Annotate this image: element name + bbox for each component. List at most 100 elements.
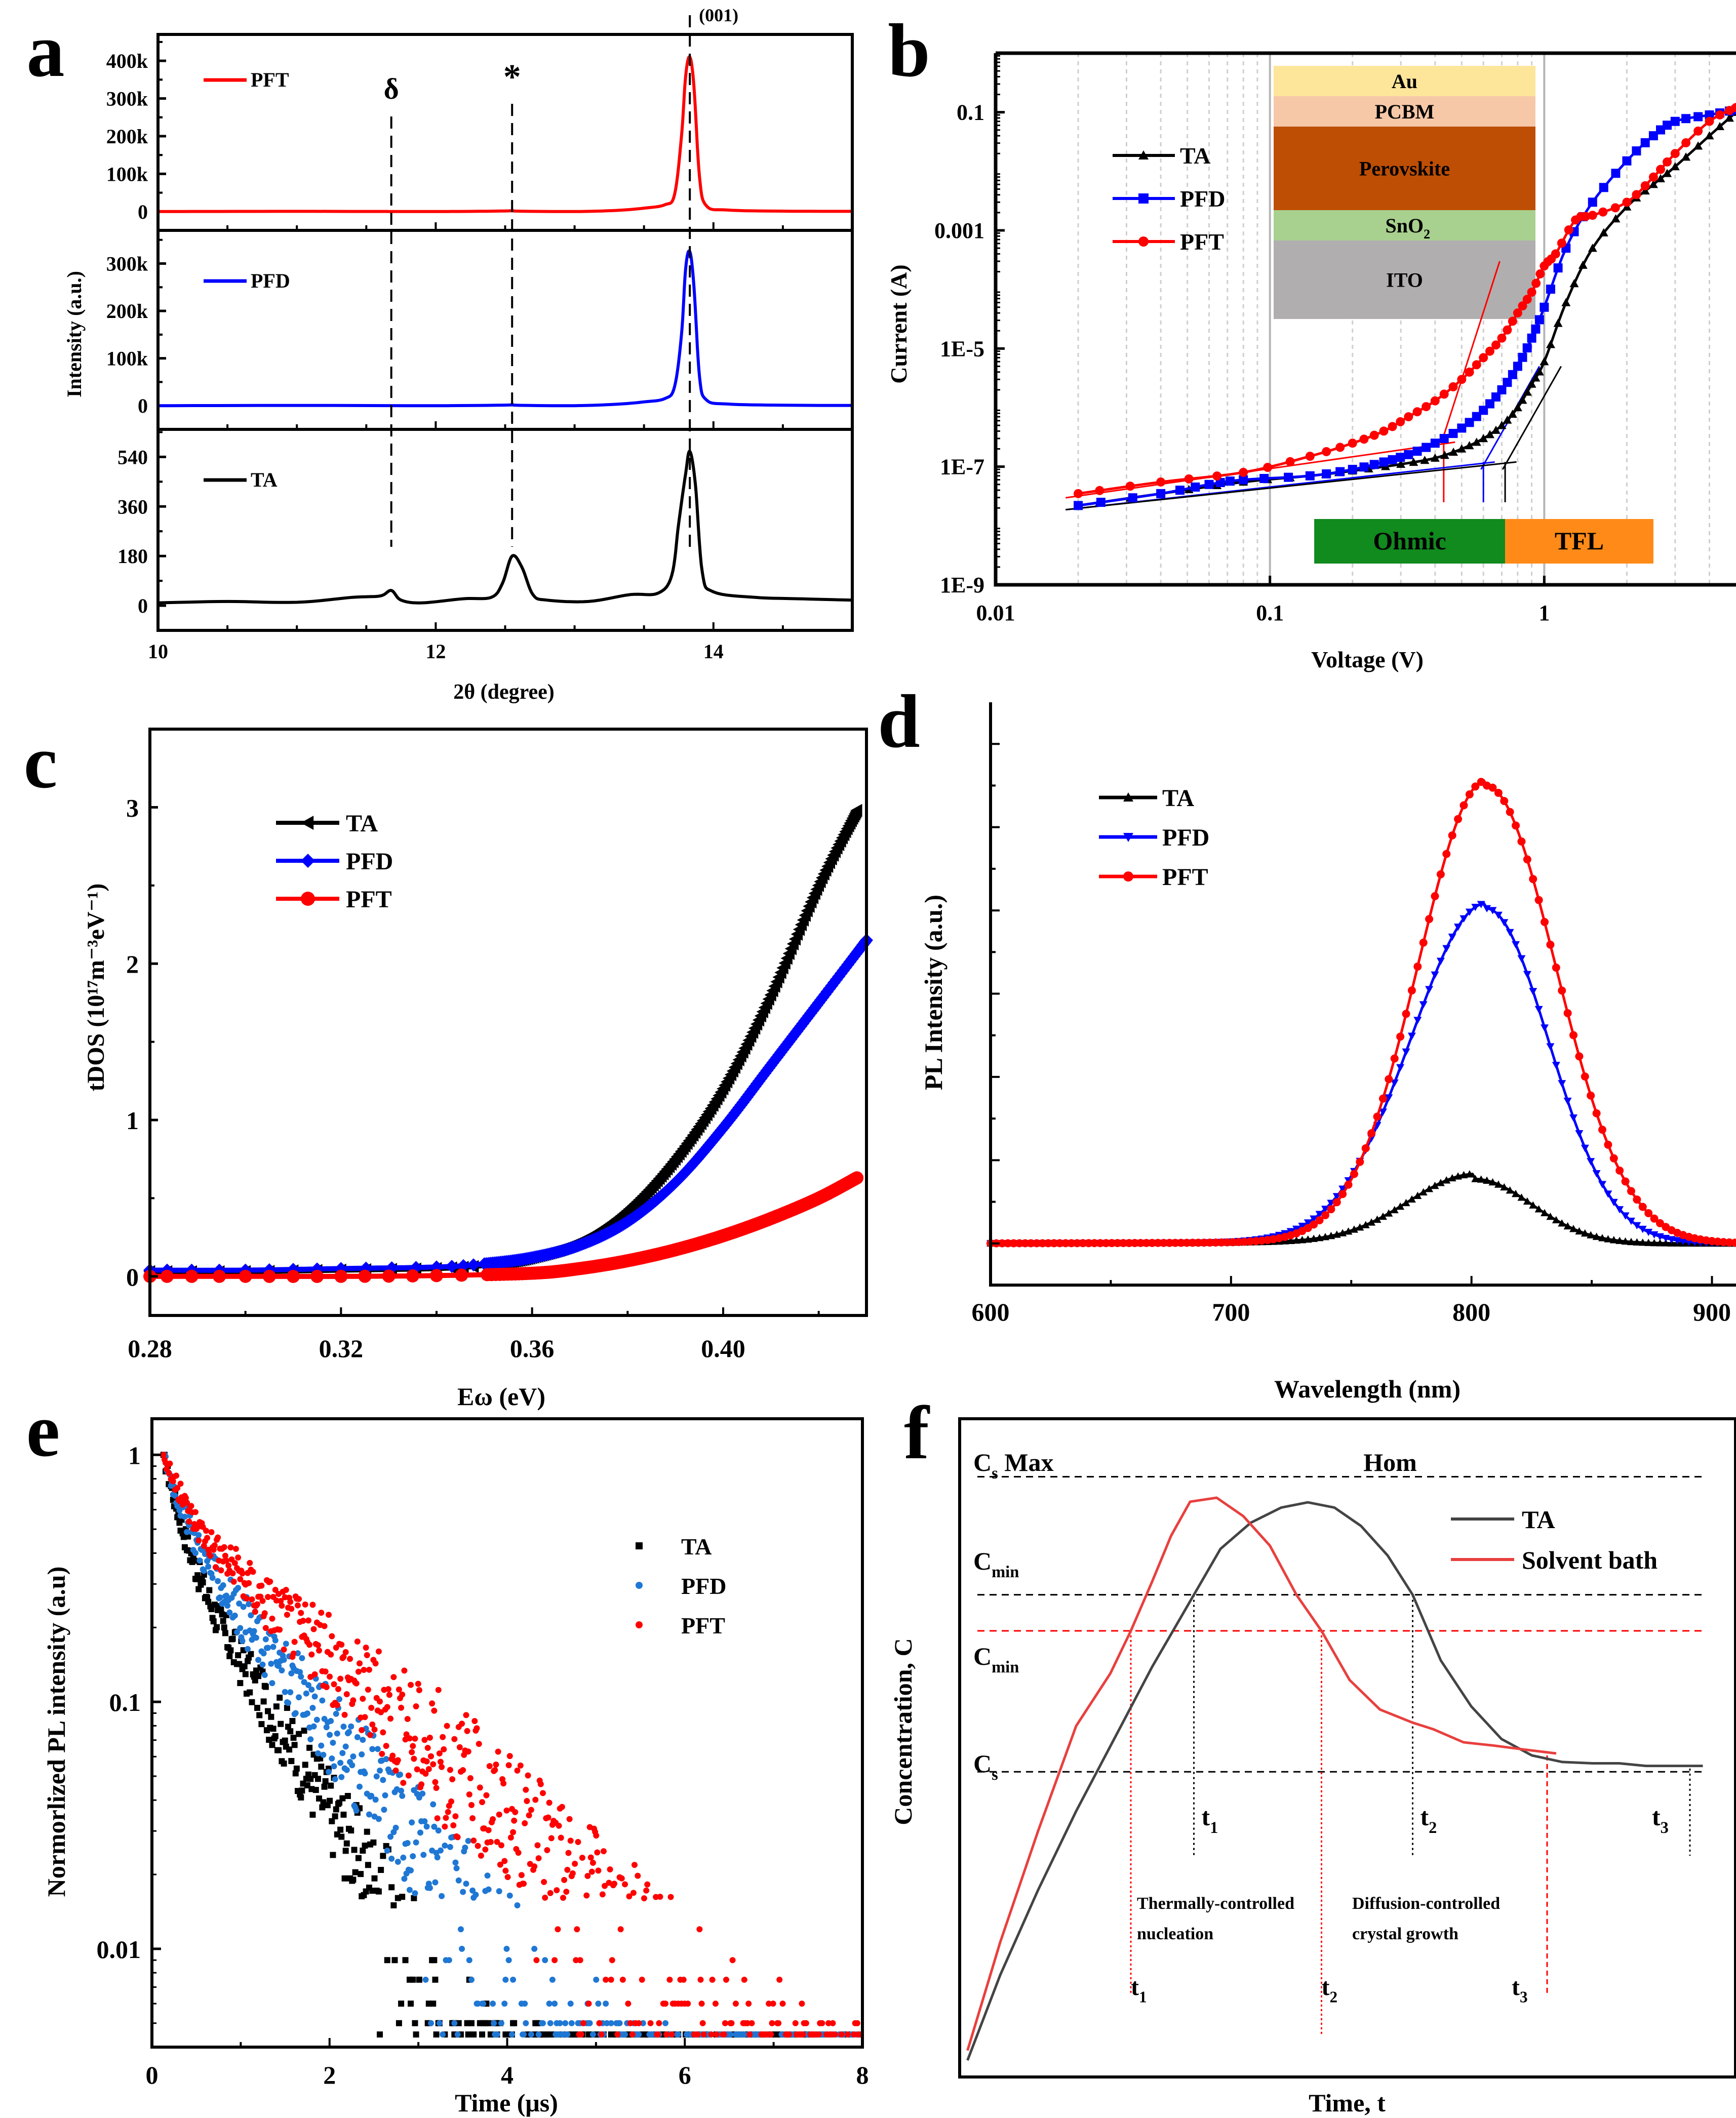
data-point bbox=[1286, 1236, 1295, 1245]
region-rect bbox=[1505, 519, 1653, 564]
legend-marker-ta bbox=[1123, 792, 1133, 802]
data-point bbox=[501, 1858, 508, 1864]
legend-label-pfd: PFD bbox=[251, 269, 290, 292]
data-point bbox=[439, 1764, 445, 1770]
data-point bbox=[675, 2031, 682, 2038]
data-point bbox=[262, 1684, 269, 1690]
data-point bbox=[465, 1837, 471, 1844]
data-point bbox=[242, 1671, 249, 1677]
data-point bbox=[1673, 1237, 1682, 1245]
data-point bbox=[535, 1855, 542, 1861]
data-point bbox=[1592, 1109, 1601, 1117]
data-point bbox=[1599, 228, 1608, 236]
inset-layer-label: SnO2 bbox=[1386, 214, 1431, 242]
data-point bbox=[800, 2031, 806, 2038]
data-point bbox=[1693, 126, 1703, 136]
data-point bbox=[181, 1513, 188, 1520]
legend-marker-pfd bbox=[301, 854, 315, 868]
data-point bbox=[1385, 1075, 1393, 1084]
data-point bbox=[1534, 1205, 1543, 1213]
data-point bbox=[1627, 1187, 1635, 1195]
data-point bbox=[1396, 1202, 1405, 1210]
data-point bbox=[288, 1758, 295, 1765]
data-point bbox=[413, 2031, 419, 2038]
data-point bbox=[1413, 962, 1422, 971]
data-point bbox=[1310, 1215, 1318, 1223]
data-point bbox=[398, 1787, 405, 1794]
y-axis-label: Current (A) bbox=[886, 264, 912, 383]
data-point bbox=[1439, 434, 1449, 444]
data-point bbox=[495, 1748, 501, 1755]
data-point bbox=[1500, 796, 1509, 805]
data-point bbox=[1681, 138, 1691, 147]
data-point bbox=[1454, 924, 1463, 931]
data-point bbox=[1546, 340, 1555, 348]
data-point bbox=[382, 1269, 396, 1283]
data-point bbox=[1344, 1180, 1353, 1189]
data-point bbox=[1361, 1144, 1370, 1152]
data-point bbox=[1079, 1239, 1087, 1248]
data-point bbox=[455, 2020, 462, 2026]
data-point bbox=[578, 2031, 584, 2038]
data-point bbox=[1322, 447, 1331, 456]
data-point bbox=[540, 1790, 546, 1796]
data-point bbox=[1292, 1225, 1300, 1233]
data-point bbox=[1021, 1239, 1030, 1248]
data-point bbox=[354, 1734, 361, 1740]
data-point bbox=[1061, 1239, 1070, 1248]
data-point bbox=[631, 1862, 638, 1868]
x-axis-label: Wavelength (nm) bbox=[1274, 1375, 1461, 1403]
data-point bbox=[355, 1855, 362, 1861]
data-point bbox=[372, 1796, 379, 1803]
data-point bbox=[337, 1826, 344, 1833]
x-axis-label: Voltage (V) bbox=[1311, 647, 1424, 672]
data-point bbox=[283, 1587, 289, 1593]
data-point bbox=[608, 1976, 614, 1983]
data-point bbox=[328, 1782, 334, 1789]
data-point bbox=[1581, 1072, 1589, 1081]
x-axis-label: Time (μs) bbox=[455, 2089, 558, 2117]
data-point bbox=[348, 1827, 354, 1834]
data-point bbox=[310, 1269, 324, 1283]
data-point bbox=[1113, 1239, 1122, 1248]
data-point bbox=[1154, 1238, 1162, 1247]
panel-letter-c: c bbox=[24, 720, 58, 804]
data-point bbox=[281, 1646, 287, 1653]
data-point bbox=[1465, 441, 1474, 450]
data-point bbox=[1512, 941, 1520, 949]
data-point bbox=[779, 2001, 786, 2007]
data-point bbox=[607, 1866, 613, 1873]
legend-marker-pft bbox=[636, 1621, 643, 1628]
data-point bbox=[222, 1552, 228, 1559]
y-tick-label: 0 bbox=[138, 594, 148, 617]
data-point bbox=[380, 1777, 386, 1783]
data-point bbox=[247, 1560, 253, 1566]
data-point bbox=[1483, 1176, 1491, 1184]
legend-label-ta: TA bbox=[1522, 1505, 1555, 1534]
data-point bbox=[746, 2031, 753, 2038]
data-point bbox=[1693, 141, 1703, 150]
data-point bbox=[1298, 1222, 1307, 1230]
data-point bbox=[389, 1752, 396, 1759]
data-point bbox=[431, 1707, 438, 1714]
data-point bbox=[465, 2031, 471, 2038]
data-point bbox=[1650, 1238, 1659, 1247]
data-point bbox=[603, 1976, 609, 1983]
data-point bbox=[1096, 498, 1106, 507]
data-point bbox=[769, 2020, 775, 2026]
data-point bbox=[1512, 821, 1520, 830]
plot-frame bbox=[989, 702, 1736, 1287]
data-point bbox=[1439, 389, 1449, 399]
data-point bbox=[1422, 443, 1431, 452]
data-point bbox=[1491, 340, 1501, 350]
data-point bbox=[1500, 1183, 1509, 1191]
data-point bbox=[1304, 1235, 1312, 1243]
data-point bbox=[1592, 1170, 1601, 1178]
data-point bbox=[384, 1848, 390, 1854]
data-point bbox=[378, 1867, 384, 1873]
data-point bbox=[636, 2020, 642, 2026]
data-point bbox=[1188, 1238, 1197, 1247]
data-point bbox=[819, 2020, 825, 2026]
data-point bbox=[410, 1853, 416, 1859]
data-point bbox=[575, 1839, 581, 1845]
